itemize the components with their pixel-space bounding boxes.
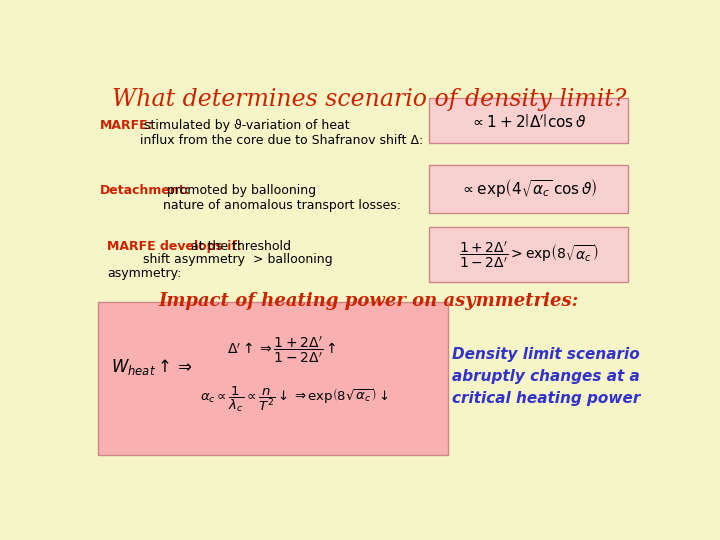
Text: What determines scenario of density limit?: What determines scenario of density limi… [112, 88, 626, 111]
Text: $\propto \exp\!\left(4\sqrt{\alpha_c}\,\cos\vartheta\right)$: $\propto \exp\!\left(4\sqrt{\alpha_c}\,\… [459, 178, 597, 200]
Text: promoted by ballooning
nature of anomalous transport losses:: promoted by ballooning nature of anomalo… [163, 184, 400, 212]
Text: $\dfrac{1+2\Delta'}{1-2\Delta'} > \exp\!\left(8\sqrt{\alpha_c}\right)$: $\dfrac{1+2\Delta'}{1-2\Delta'} > \exp\!… [459, 239, 598, 269]
FancyBboxPatch shape [429, 165, 629, 213]
Text: MARFE develops if:: MARFE develops if: [107, 240, 242, 253]
Text: $\Delta'\uparrow\Rightarrow\dfrac{1+2\Delta'}{1-2\Delta'}\uparrow$: $\Delta'\uparrow\Rightarrow\dfrac{1+2\De… [227, 334, 336, 365]
FancyBboxPatch shape [429, 98, 629, 143]
Text: at the threshold: at the threshold [186, 240, 290, 253]
Text: asymmetry:: asymmetry: [107, 267, 181, 280]
Text: MARFE:: MARFE: [99, 119, 153, 132]
Text: $\propto 1+2\left|\Delta'\right|\cos\vartheta$: $\propto 1+2\left|\Delta'\right|\cos\var… [470, 112, 587, 130]
Text: Density limit scenario
abruptly changes at a
critical heating power: Density limit scenario abruptly changes … [452, 347, 640, 407]
Text: $W_{heat}\uparrow\Rightarrow$: $W_{heat}\uparrow\Rightarrow$ [111, 356, 193, 376]
Text: $\alpha_c \propto \dfrac{1}{\lambda_c} \propto \dfrac{n}{T^2}\downarrow\Rightarr: $\alpha_c \propto \dfrac{1}{\lambda_c} \… [199, 385, 388, 414]
Text: Impact of heating power on asymmetries:: Impact of heating power on asymmetries: [159, 292, 579, 310]
FancyBboxPatch shape [98, 302, 448, 455]
FancyBboxPatch shape [429, 226, 629, 282]
Text: stimulated by ϑ-variation of heat
influx from the core due to Shafranov shift Δ:: stimulated by ϑ-variation of heat influx… [140, 119, 423, 147]
Text: Detachment:: Detachment: [99, 184, 190, 197]
Text: shift asymmetry  > ballooning: shift asymmetry > ballooning [107, 253, 333, 266]
